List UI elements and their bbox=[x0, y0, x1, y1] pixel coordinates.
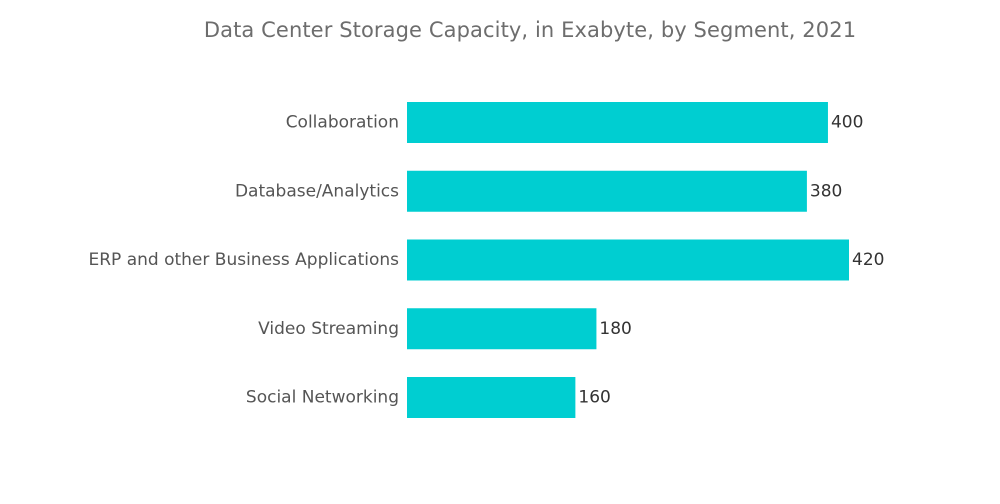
category-label-video-streaming: Video Streaming bbox=[258, 319, 399, 339]
category-label-database-analytics: Database/Analytics bbox=[235, 181, 399, 201]
bars-layer bbox=[407, 102, 849, 418]
labels-layer: Collaboration 400 Database/Analytics 380 ERP… bbox=[89, 113, 885, 408]
value-label-database-analytics: 380 bbox=[810, 181, 842, 201]
value-label-social-networking: 160 bbox=[578, 388, 610, 408]
value-label-erp-and-other-business-applications: 420 bbox=[852, 250, 884, 270]
bar-database-analytics bbox=[407, 170, 807, 212]
value-label-collaboration: 400 bbox=[831, 113, 863, 133]
chart-title: Data Center Storage Capacity, in Exabyte… bbox=[203, 18, 857, 42]
bar-social-networking bbox=[407, 377, 576, 418]
value-label-video-streaming: 180 bbox=[599, 319, 631, 339]
bar-erp-and-other-business-applications bbox=[407, 239, 849, 281]
bar-collaboration bbox=[407, 102, 828, 143]
bar-video-streaming bbox=[407, 308, 597, 350]
category-label-collaboration: Collaboration bbox=[286, 113, 399, 133]
category-label-erp-and-other-business-applications: ERP and other Business Applications bbox=[89, 250, 400, 270]
category-label-social-networking: Social Networking bbox=[246, 388, 399, 408]
